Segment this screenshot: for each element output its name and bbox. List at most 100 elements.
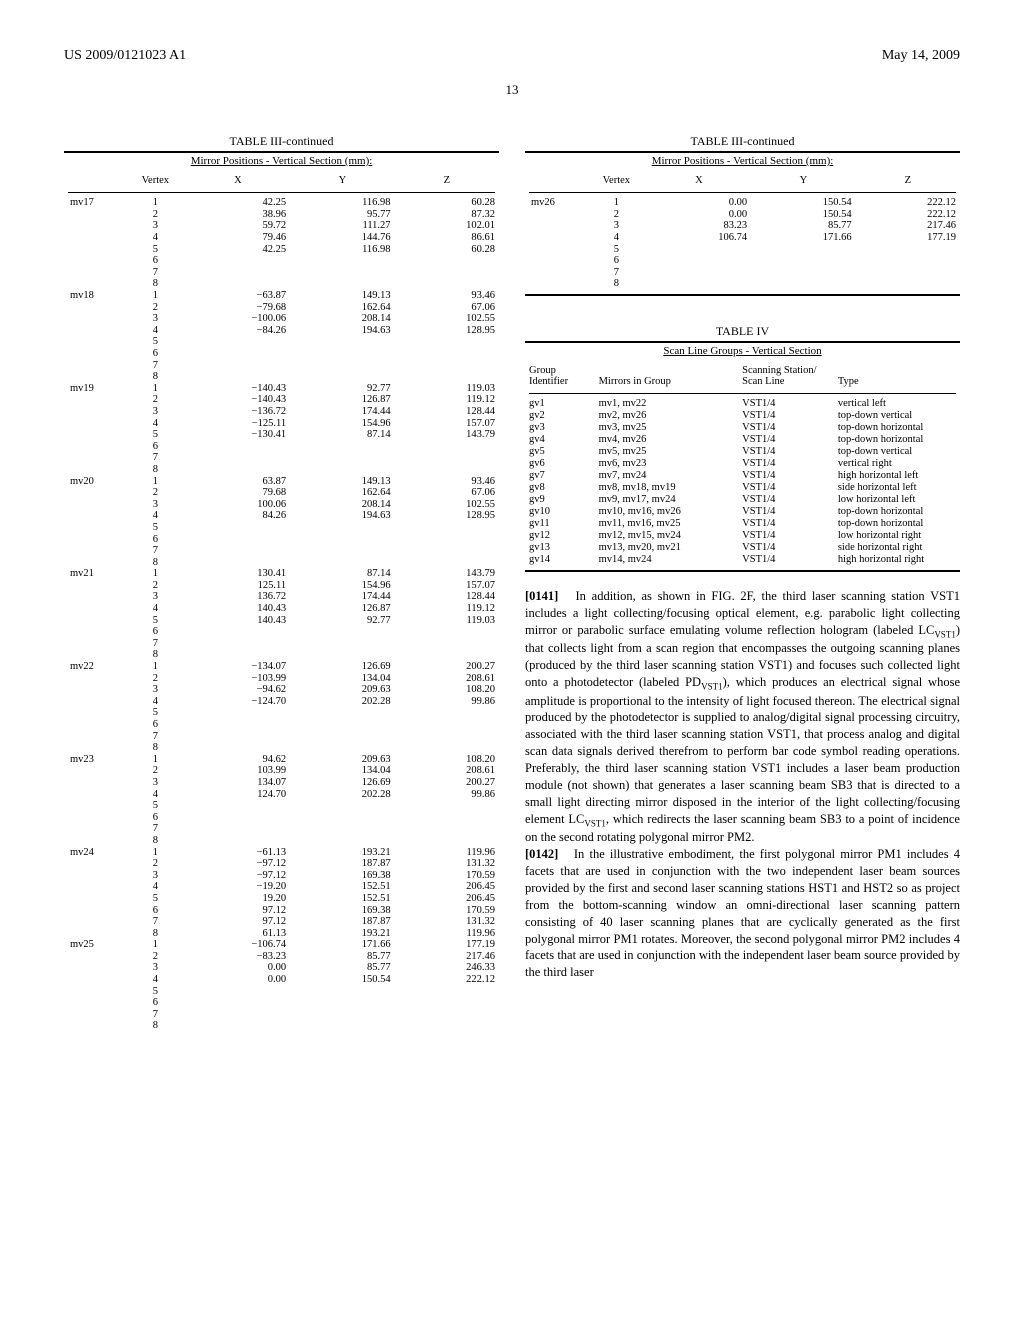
table-row: 484.26194.63128.95 [64,510,499,522]
table-row: 697.12169.38170.59 [64,904,499,916]
table3-left-title: TABLE III-continued [64,134,499,149]
table-row: 279.68162.6467.06 [64,487,499,499]
table-row: 3−136.72174.44128.44 [64,406,499,418]
table-row: 5 [64,985,499,997]
table4: GroupIdentifier Mirrors in Group Scannin… [525,363,960,566]
table-row: 7 [64,359,499,371]
page-header: US 2009/0121023 A1 May 14, 2009 [64,48,960,64]
table-row: 6 [64,533,499,545]
table3-left-subtitle: Mirror Positions - Vertical Section (mm)… [64,155,499,167]
table-row: mv20163.87149.1393.46 [64,475,499,487]
table-row: 8 [64,835,499,847]
page-number: 13 [64,82,960,98]
table-row: 359.72111.27102.01 [64,220,499,232]
table-row: 3136.72174.44128.44 [64,591,499,603]
right-column: TABLE III-continued Mirror Positions - V… [525,128,960,1032]
table-row: gv14mv14, mv24VST1/4high horizontal righ… [525,554,960,566]
table-row: 4−125.11154.96157.07 [64,417,499,429]
table-row: 542.25116.9860.28 [64,243,499,255]
table-row: 7 [64,823,499,835]
table-row: 479.46144.7686.61 [64,232,499,244]
table-row: 3134.07126.69200.27 [64,777,499,789]
table-row: 2125.11154.96157.07 [64,580,499,592]
table-row: 7 [64,545,499,557]
table-row: 6 [64,811,499,823]
table-row: 8 [64,278,499,290]
table-row: 4−19.20152.51206.45 [64,881,499,893]
table-row: gv11mv11, mv16, mv25VST1/4top-down horiz… [525,518,960,530]
table-row: 8 [64,1020,499,1032]
table-row: 5 [64,336,499,348]
table-row: 238.9695.7787.32 [64,209,499,221]
table-row: 20.00150.54222.12 [525,209,960,221]
table-row: gv13mv13, mv20, mv21VST1/4side horizonta… [525,542,960,554]
table-row: mv191−140.4392.77119.03 [64,383,499,395]
table-row: 2−97.12187.87131.32 [64,858,499,870]
table-row: 5 [64,800,499,812]
table-row: 2−103.99134.04208.61 [64,672,499,684]
table-row: gv8mv8, mv18, mv19VST1/4side horizontal … [525,482,960,494]
table4-subtitle: Scan Line Groups - Vertical Section [525,345,960,357]
table-row: 4−84.26194.63128.95 [64,325,499,337]
table-row: 6 [525,255,960,267]
table-row: 8 [64,556,499,568]
table-row: 2103.99134.04208.61 [64,765,499,777]
table-row: gv12mv12, mv15, mv24VST1/4low horizontal… [525,530,960,542]
table-row: mv181−63.87149.1393.46 [64,290,499,302]
table-row: gv6mv6, mv23VST1/4vertical right [525,458,960,470]
table-row: 2−140.43126.87119.12 [64,394,499,406]
table-row: 383.2385.77217.46 [525,220,960,232]
table-row: 7 [525,267,960,279]
table-row: 5−130.4187.14143.79 [64,429,499,441]
table-row: mv251−106.74171.66177.19 [64,939,499,951]
table-row: gv1mv1, mv22VST1/4vertical left [525,398,960,410]
table-row: 4−124.70202.2899.86 [64,696,499,708]
table-row: 7 [64,638,499,650]
table4-title: TABLE IV [525,324,960,339]
table-row: 6 [64,997,499,1009]
table3-right-title: TABLE III-continued [525,134,960,149]
table-row: mv17142.25116.9860.28 [64,197,499,209]
table-row: 6 [64,626,499,638]
table-row: 6 [64,255,499,267]
table-row: 4106.74171.66177.19 [525,232,960,244]
table-row: 7 [64,452,499,464]
table-row: gv10mv10, mv16, mv26VST1/4top-down horiz… [525,506,960,518]
table3-right-subtitle: Mirror Positions - Vertical Section (mm)… [525,155,960,167]
table-row: mv2610.00150.54222.12 [525,197,960,209]
table-row: 7 [64,1009,499,1021]
table-row: gv3mv3, mv25VST1/4top-down horizontal [525,422,960,434]
table-row: mv241−61.13193.21119.96 [64,846,499,858]
table-row: 8 [64,371,499,383]
table3-left: Vertex X Y Z mv17142.25116.9860.28238.96… [64,173,499,1032]
table-row: 6 [64,719,499,731]
table-row: gv4mv4, mv26VST1/4top-down horizontal [525,434,960,446]
table-row: 6 [64,348,499,360]
table-row: 3100.06208.14102.55 [64,498,499,510]
table-row: gv9mv9, mv17, mv24VST1/4low horizontal l… [525,494,960,506]
body-paragraphs: [0141] In addition, as shown in FIG. 2F,… [525,588,960,981]
table-row: gv2mv2, mv26VST1/4top-down vertical [525,410,960,422]
table-row: 8 [64,742,499,754]
table-row: 3−94.62209.63108.20 [64,684,499,696]
publication-number: US 2009/0121023 A1 [64,48,186,64]
table-row: 40.00150.54222.12 [64,974,499,986]
table-row: mv211130.4187.14143.79 [64,568,499,580]
table-row: 5 [64,522,499,534]
table-row: 8 [64,464,499,476]
table-row: 5 [525,243,960,255]
table-row: 8 [525,278,960,290]
table-row: 4124.70202.2899.86 [64,788,499,800]
table-row: gv7mv7, mv24VST1/4high horizontal left [525,470,960,482]
table-row: 5140.4392.77119.03 [64,614,499,626]
table-row: 30.0085.77246.33 [64,962,499,974]
table-row: 3−97.12169.38170.59 [64,869,499,881]
left-column: TABLE III-continued Mirror Positions - V… [64,128,499,1032]
publication-date: May 14, 2009 [882,48,960,64]
table-row: 2−83.2385.77217.46 [64,951,499,963]
table-row: mv23194.62209.63108.20 [64,754,499,766]
table-row: 2−79.68162.6467.06 [64,301,499,313]
table-row: 861.13193.21119.96 [64,927,499,939]
table-row: gv5mv5, mv25VST1/4top-down vertical [525,446,960,458]
table-row: 7 [64,730,499,742]
